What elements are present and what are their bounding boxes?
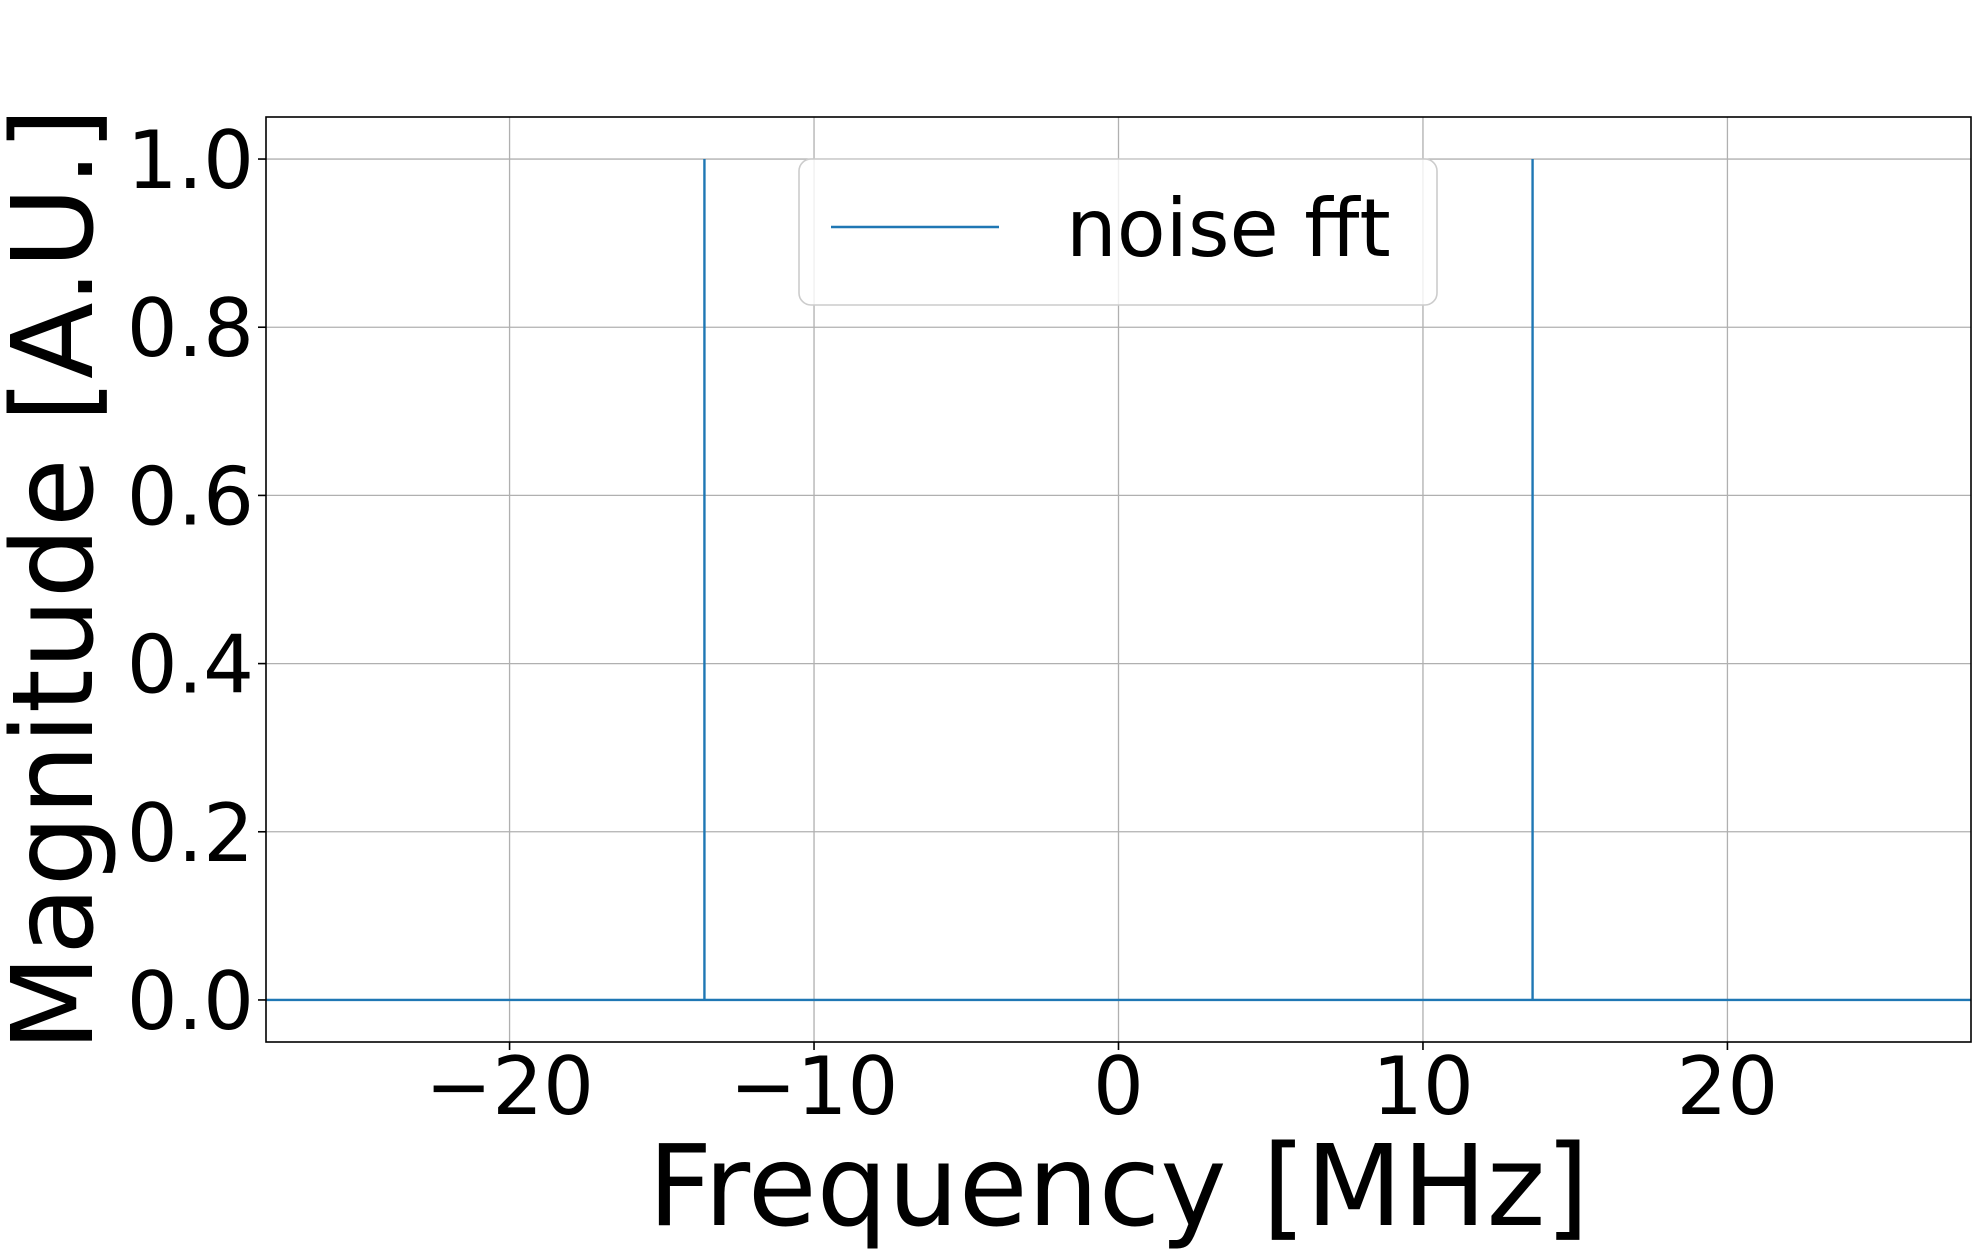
x-axis-label: Frequency [MHz]: [648, 1122, 1589, 1252]
y-tick-label: 0.8: [127, 282, 254, 375]
legend-label: noise fft: [1066, 182, 1391, 275]
x-tick-label: 10: [1372, 1040, 1474, 1133]
plot-area: [266, 159, 1971, 1002]
series-line: [266, 159, 1971, 1002]
legend-box: [798, 158, 1438, 306]
y-tick-label: 0.2: [127, 787, 254, 880]
axis-ticks: −20 −10 0 10 20 0.0 0.2 0.4 0.6 0.8 1.0: [127, 114, 1779, 1133]
x-tick-label: −20: [425, 1040, 594, 1133]
y-tick-label: 0.4: [127, 619, 254, 712]
y-tick-label: 1.0: [127, 114, 254, 207]
legend: noise fft: [798, 158, 1438, 306]
x-tick-label: −10: [730, 1040, 899, 1133]
x-tick-label: 20: [1677, 1040, 1779, 1133]
y-tick-label: 0.6: [127, 450, 254, 543]
x-tick-label: 0: [1093, 1040, 1144, 1133]
y-axis-label: Magnitude [A.U.]: [0, 107, 119, 1051]
y-tick-label: 0.0: [127, 955, 254, 1048]
